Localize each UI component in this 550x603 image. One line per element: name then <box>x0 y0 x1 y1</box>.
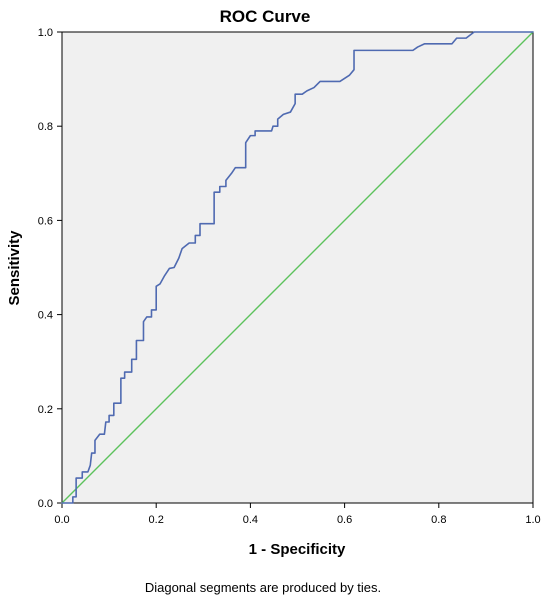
y-tick-label-3: 0.6 <box>38 215 53 227</box>
x-tick-label-2: 0.4 <box>243 514 258 526</box>
y-axis-label: Sensitivity <box>6 230 23 306</box>
chart-title: ROC Curve <box>220 7 311 26</box>
y-tick-label-2: 0.4 <box>38 310 53 322</box>
y-tick-label-5: 1.0 <box>38 27 53 39</box>
y-tick-label-0: 0.0 <box>38 498 53 510</box>
x-tick-label-1: 0.2 <box>149 514 164 526</box>
x-tick-label-0: 0.0 <box>54 514 69 526</box>
y-tick-label-4: 0.8 <box>38 121 53 133</box>
reference-diagonal-line <box>61 31 534 504</box>
series-layer <box>61 31 534 504</box>
y-tick-label-1: 0.2 <box>38 404 53 416</box>
x-tick-label-3: 0.6 <box>337 514 352 526</box>
x-axis-label: 1 - Specificity <box>249 541 346 558</box>
x-tick-label-4: 0.8 <box>431 514 446 526</box>
axis-ticks: 0.0 0.2 0.4 0.6 0.8 1.0 0.0 0.2 0.4 0.6 0.8 1.0 <box>38 27 541 526</box>
footnote: Diagonal segments are produced by ties. <box>145 580 381 595</box>
roc-curve-line <box>61 31 534 504</box>
x-tick-label-5: 1.0 <box>525 514 540 526</box>
